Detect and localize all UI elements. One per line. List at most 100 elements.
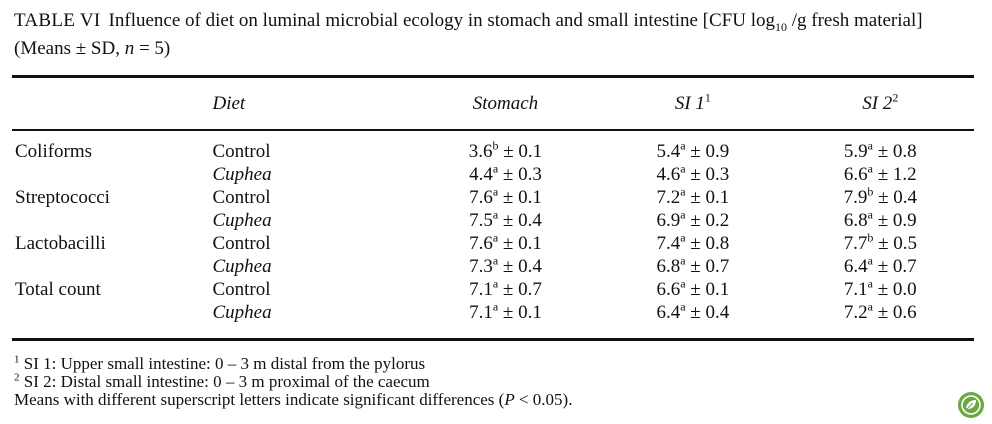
cell-sup: a: [680, 184, 686, 199]
header-si2-label: SI 2: [862, 93, 893, 114]
cell-sd: ± 0.7: [502, 279, 542, 300]
cell-sd: ± 0.1: [502, 187, 542, 208]
cell-diet: Cuphea: [212, 302, 272, 323]
cell-sup: a: [867, 253, 873, 268]
cell-sd: ± 0.8: [690, 233, 730, 254]
cell-sup: a: [867, 299, 873, 314]
footnote-2: 2 SI 2: Distal small intestine: 0 – 3 m …: [14, 372, 572, 391]
cell-mean: 7.1: [469, 302, 493, 323]
cell-mean: 4.6: [656, 164, 681, 185]
cell-si2: 6.6a ± 1.2: [787, 163, 974, 186]
header-row: Diet Stomach SI 11 SI 22: [12, 82, 974, 126]
cell-mean: 7.9: [843, 187, 868, 208]
table-row: Lactobacilli Control 7.6a ± 0.1 7.4a ± 0.8 7…: [12, 232, 974, 255]
cell-sd: ± 0.5: [878, 233, 917, 254]
cell-mean: 5.4: [656, 141, 681, 162]
cell-mean: 7.2: [656, 187, 681, 208]
header-si1-label: SI 1: [674, 93, 705, 114]
cell-group: [12, 255, 212, 278]
data-table: Diet Stomach SI 11 SI 22 Coliforms Contro…: [12, 82, 974, 324]
cell-diet: Cuphea: [212, 210, 272, 231]
table-caption: TABLE VI Influence of diet on luminal mic…: [14, 10, 980, 60]
header-rule: [12, 129, 974, 131]
caption-n-symbol: n: [124, 37, 135, 59]
cell-mean: 7.3: [469, 256, 493, 277]
cell-diet: Control: [212, 233, 271, 254]
cell-sup: a: [680, 253, 686, 268]
cell-sup: a: [680, 207, 686, 222]
cell-si1: 6.6a ± 0.1: [599, 278, 786, 301]
cell-diet: Cuphea: [212, 256, 272, 277]
cell-sup: a: [867, 207, 873, 222]
footnote-1-text: SI 1: Upper small intestine: 0 – 3 m dis…: [19, 354, 426, 373]
cell-sup: a: [680, 138, 686, 153]
cell-mean: 7.1: [469, 279, 493, 300]
table-row: Coliforms Control 3.6b ± 0.1 5.4a ± 0.9 5.9a…: [12, 140, 974, 163]
cell-group: Streptococci: [15, 187, 110, 208]
cell-mean: 6.6: [656, 279, 681, 300]
cell-sd: ± 0.6: [877, 302, 917, 323]
cell-group: Coliforms: [15, 141, 93, 162]
footnote-2-text: SI 2: Distal small intestine: 0 – 3 m pr…: [19, 372, 430, 391]
cell-si1: 4.6a ± 0.3: [599, 163, 786, 186]
cell-mean: 6.8: [843, 210, 868, 231]
cell-stomach: 3.6b ± 0.1: [412, 140, 599, 163]
cell-si1: 6.8a ± 0.7: [599, 255, 786, 278]
cell-mean: 3.6: [468, 141, 493, 162]
footnote-1-mark: 1: [14, 353, 20, 366]
cell-group: Lactobacilli: [15, 233, 106, 254]
cell-sup: b: [867, 184, 874, 199]
cell-sup: a: [492, 253, 499, 268]
cell-sd: ± 0.0: [877, 279, 917, 300]
cell-sd: ± 0.1: [502, 233, 542, 254]
cell-stomach: 7.6a ± 0.1: [412, 232, 599, 255]
caption-subscript: 10: [775, 19, 787, 34]
cell-mean: 7.5: [469, 210, 493, 231]
cell-sup: a: [492, 276, 499, 291]
table-row: Cuphea 4.4a ± 0.3 4.6a ± 0.3 6.6a ± 1.2: [12, 163, 974, 186]
caption-text-3: = 5): [134, 37, 171, 59]
cell-sup: b: [492, 138, 499, 153]
cell-mean: 5.9: [843, 141, 868, 162]
top-rule: [12, 75, 974, 78]
cell-group: [12, 209, 212, 232]
cell-diet: Control: [212, 141, 271, 162]
footnote-3-text-2: < 0.05).: [514, 390, 573, 409]
cell-sup: a: [867, 276, 873, 291]
caption-text-1: Influence of diet on luminal microbial e…: [108, 10, 775, 31]
cell-si1: 5.4a ± 0.9: [599, 140, 786, 163]
cell-si2: 7.7b ± 0.5: [787, 232, 974, 255]
table-row: Streptococci Control 7.6a ± 0.1 7.2a ± 0.1 7…: [12, 186, 974, 209]
cell-mean: 6.9: [656, 210, 681, 231]
cell-sup: a: [680, 299, 686, 314]
cell-sup: a: [867, 161, 873, 176]
cell-sd: ± 0.4: [502, 256, 542, 277]
cell-si2: 6.4a ± 0.7: [787, 255, 974, 278]
cell-si1: 6.9a ± 0.2: [599, 209, 786, 232]
table-body: Coliforms Control 3.6b ± 0.1 5.4a ± 0.9 5.9a…: [12, 140, 974, 324]
cell-group: [12, 301, 212, 324]
cell-sup: a: [867, 138, 873, 153]
cell-group: Total count: [15, 279, 101, 300]
cell-sd: ± 0.4: [690, 302, 730, 323]
cell-mean: 7.2: [843, 302, 868, 323]
cell-si1: 7.2a ± 0.1: [599, 186, 786, 209]
cell-sup: a: [680, 276, 686, 291]
cell-mean: 7.6: [469, 233, 493, 254]
cell-mean: 7.1: [843, 279, 868, 300]
cell-sd: ± 0.1: [503, 141, 543, 162]
cell-stomach: 7.1a ± 0.7: [412, 278, 599, 301]
cell-mean: 4.4: [469, 164, 493, 185]
cell-stomach: 7.6a ± 0.1: [412, 186, 599, 209]
header-si1-sup: 1: [704, 90, 711, 105]
cell-stomach: 7.1a ± 0.1: [412, 301, 599, 324]
cell-stomach: 7.5a ± 0.4: [412, 209, 599, 232]
cell-si1: 6.4a ± 0.4: [599, 301, 786, 324]
cell-sd: ± 0.9: [690, 141, 730, 162]
header-si1: SI 11: [599, 82, 786, 126]
table-label: TABLE VI: [14, 10, 101, 31]
cell-sup: a: [492, 230, 499, 245]
cell-mean: 7.7: [843, 233, 868, 254]
bottom-rule: [12, 338, 974, 341]
cell-sup: a: [492, 207, 499, 222]
